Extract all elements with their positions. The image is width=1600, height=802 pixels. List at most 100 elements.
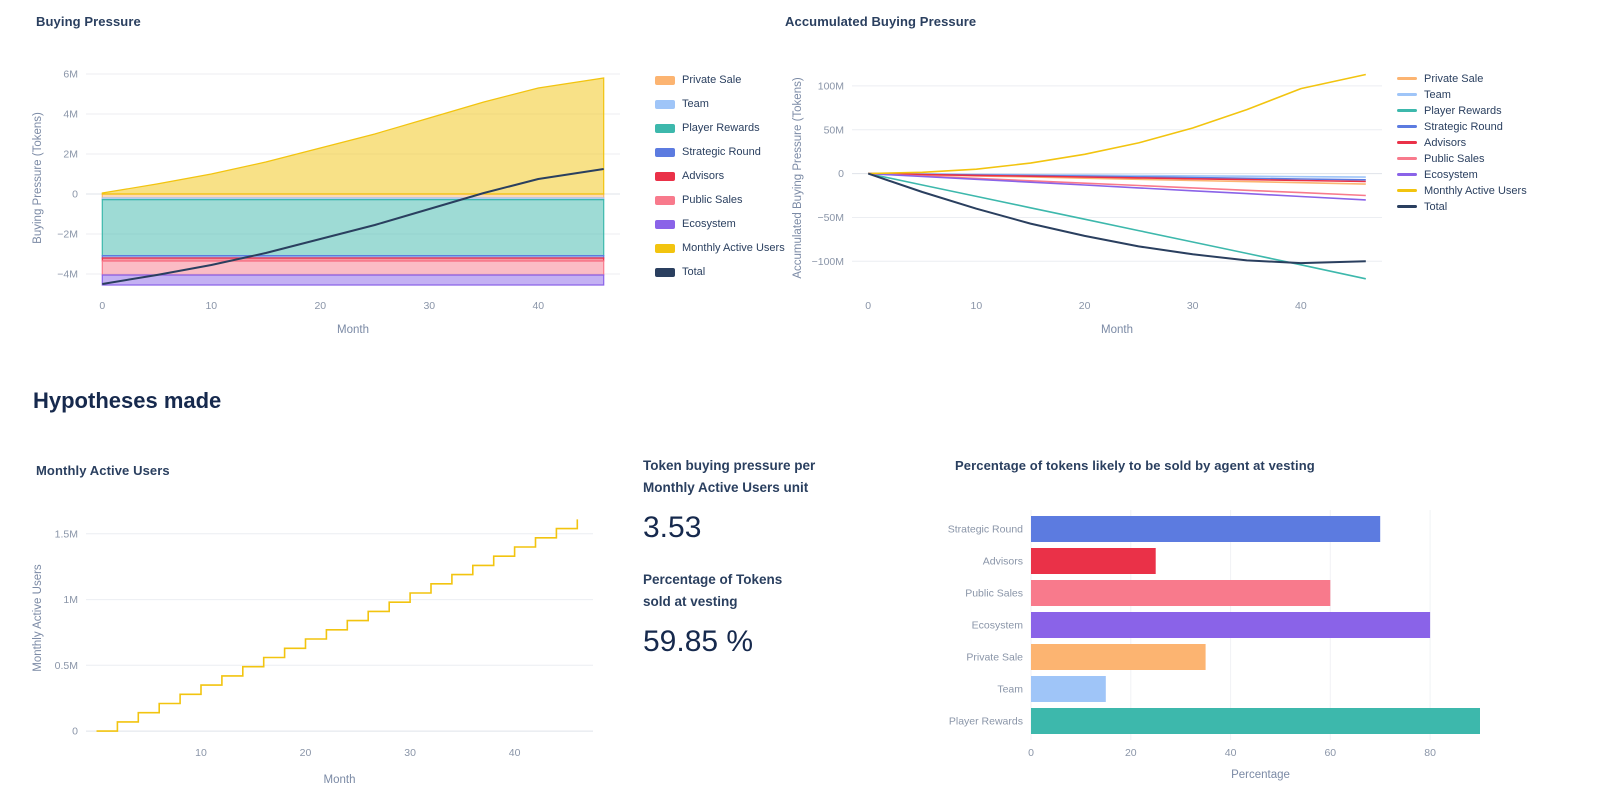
stat-title-line: Token buying pressure per	[643, 458, 816, 473]
line-ecosystem[interactable]	[868, 172, 1366, 201]
line-monthly-active-users[interactable]	[868, 73, 1366, 175]
legend-label: Private Sale	[682, 74, 742, 86]
x-tick-label: 20	[300, 747, 312, 759]
legend-item-player-rewards[interactable]: Player Rewards	[1397, 104, 1527, 117]
legend-label: Public Sales	[682, 194, 743, 206]
y-tick-label: 2M	[63, 149, 78, 161]
y-tick-label: 0	[72, 726, 78, 738]
y-tick-label: −2M	[57, 229, 78, 241]
legend-label: Team	[1424, 88, 1451, 101]
legend-item-ecosystem[interactable]: Ecosystem	[655, 218, 785, 230]
accumulated-buying-pressure-title: Accumulated Buying Pressure	[785, 14, 977, 29]
legend-item-strategic-round[interactable]: Strategic Round	[1397, 120, 1527, 133]
legend-item-private-sale[interactable]: Private Sale	[1397, 72, 1527, 85]
buying-pressure-chart[interactable]: −4M −2M 0 2M 4M 6M 0 10 20 30 40 Month Buying Pressu…	[30, 52, 630, 337]
accumulated-buying-pressure-block: Accumulated Buying Pressure −100M −50M 0 50…	[785, 10, 1555, 360]
legend-item-public-sales[interactable]: Public Sales	[655, 194, 785, 206]
legend-label: Ecosystem	[682, 218, 736, 230]
y-axis-label: Buying Pressure (Tokens)	[32, 112, 44, 244]
legend-label: Advisors	[1424, 136, 1467, 149]
y-tick-label: −4M	[57, 269, 78, 281]
legend-swatch-player-rewards-icon	[655, 123, 675, 133]
legend-item-team[interactable]: Team	[655, 98, 785, 110]
stat-percent-sold-value: 59.85 %	[643, 625, 754, 658]
bar-private-sale[interactable]	[1031, 644, 1206, 670]
bar-advisors[interactable]	[1031, 548, 1156, 574]
x-axis-label: Percentage	[1231, 769, 1290, 781]
bar-strategic-round[interactable]	[1031, 516, 1381, 542]
category-label: Public Sales	[965, 588, 1023, 600]
line-total[interactable]	[102, 168, 604, 285]
legend-label: Strategic Round	[1424, 120, 1503, 133]
x-axis-label: Month	[324, 774, 356, 786]
y-axis-label: Monthly Active Users	[32, 564, 44, 672]
monthly-active-users-chart[interactable]: 0 0.5M 1M 1.5M 10 20 30 40 Month Monthly Active U…	[30, 487, 605, 787]
step-line-monthly-active-users[interactable]	[96, 519, 579, 732]
category-label: Team	[997, 684, 1023, 696]
y-tick-label: 1.5M	[55, 528, 78, 540]
legend-label: Private Sale	[1424, 72, 1484, 85]
category-label: Player Rewards	[949, 716, 1023, 728]
legend-item-player-rewards[interactable]: Player Rewards	[655, 122, 785, 134]
line-player-rewards[interactable]	[868, 172, 1366, 280]
legend-label: Player Rewards	[682, 122, 760, 134]
legend-swatch-private-sale-icon	[1397, 77, 1417, 80]
y-tick-label: 0.5M	[55, 660, 78, 672]
category-label: Strategic Round	[948, 524, 1023, 536]
hypotheses-stats: Token buying pressure per Monthly Active…	[643, 455, 913, 683]
legend-item-strategic-round[interactable]: Strategic Round	[655, 146, 785, 158]
legend-label: Total	[1424, 200, 1448, 213]
line-total[interactable]	[867, 172, 1366, 265]
legend-item-team[interactable]: Team	[1397, 88, 1527, 101]
legend-item-public-sales[interactable]: Public Sales	[1397, 152, 1527, 165]
x-tick-label: 30	[1187, 300, 1199, 312]
area-public-sales[interactable]	[101, 260, 605, 276]
legend-item-advisors[interactable]: Advisors	[1397, 136, 1527, 149]
percent-sold-by-agent-chart[interactable]: 0 20 40 60 80 Strategic Round Advisors Public S…	[948, 480, 1540, 790]
legend-swatch-monthly-active-users-icon	[655, 243, 675, 253]
x-tick-label: 20	[314, 300, 326, 312]
y-tick-label: 0	[72, 189, 78, 201]
legend-swatch-ecosystem-icon	[655, 219, 675, 229]
x-tick-label: 0	[865, 300, 871, 312]
legend-item-private-sale[interactable]: Private Sale	[655, 74, 785, 86]
x-tick-label: 0	[1028, 747, 1034, 759]
x-tick-label: 40	[1225, 747, 1237, 759]
x-axis-label: Month	[1101, 324, 1133, 336]
legend-swatch-monthly-active-users-icon	[1397, 189, 1417, 192]
buying-pressure-title: Buying Pressure	[36, 14, 141, 29]
legend-item-total[interactable]: Total	[1397, 200, 1527, 213]
legend-item-advisors[interactable]: Advisors	[655, 170, 785, 182]
bar-ecosystem[interactable]	[1031, 612, 1431, 638]
legend-swatch-player-rewards-icon	[1397, 109, 1417, 112]
y-tick-label: 100M	[818, 80, 844, 92]
category-label: Private Sale	[966, 652, 1023, 664]
area-player-rewards[interactable]	[101, 199, 605, 257]
x-tick-label: 40	[1295, 300, 1307, 312]
y-tick-label: −50M	[817, 212, 844, 224]
hypotheses-heading: Hypotheses made	[33, 388, 222, 413]
area-ecosystem[interactable]	[101, 274, 605, 286]
legend-label: Public Sales	[1424, 152, 1485, 165]
legend-swatch-strategic-round-icon	[1397, 125, 1417, 128]
accumulated-buying-pressure-chart[interactable]: −100M −50M 0 50M 100M 0 10 20 30 40 Month Accumulat…	[790, 52, 1390, 337]
stat-title-line: Monthly Active Users unit	[643, 480, 809, 495]
stat-title-line: Percentage of Tokens	[643, 572, 783, 587]
monthly-active-users-block: Monthly Active Users 0 0.5M 1M 1.5M 10 20 30 40…	[30, 455, 615, 800]
legend-label: Monthly Active Users	[1424, 184, 1527, 197]
legend-swatch-public-sales-icon	[655, 195, 675, 205]
bar-team[interactable]	[1031, 676, 1106, 702]
category-label: Advisors	[983, 556, 1023, 568]
area-monthly-active-users[interactable]	[101, 77, 605, 195]
bar-player-rewards[interactable]	[1031, 708, 1480, 734]
line-advisors[interactable]	[868, 172, 1366, 183]
stat-percent-sold-title: Percentage of Tokens sold at vesting	[643, 569, 913, 613]
legend-item-monthly-active-users[interactable]: Monthly Active Users	[655, 242, 785, 254]
legend-item-monthly-active-users[interactable]: Monthly Active Users	[1397, 184, 1527, 197]
x-tick-label: 10	[195, 747, 207, 759]
bar-public-sales[interactable]	[1031, 580, 1331, 606]
category-label: Ecosystem	[972, 620, 1024, 632]
legend-item-ecosystem[interactable]: Ecosystem	[1397, 168, 1527, 181]
legend-item-total[interactable]: Total	[655, 266, 785, 278]
buying-pressure-legend: Private Sale Team Player Rewards Strategic …	[655, 74, 785, 290]
